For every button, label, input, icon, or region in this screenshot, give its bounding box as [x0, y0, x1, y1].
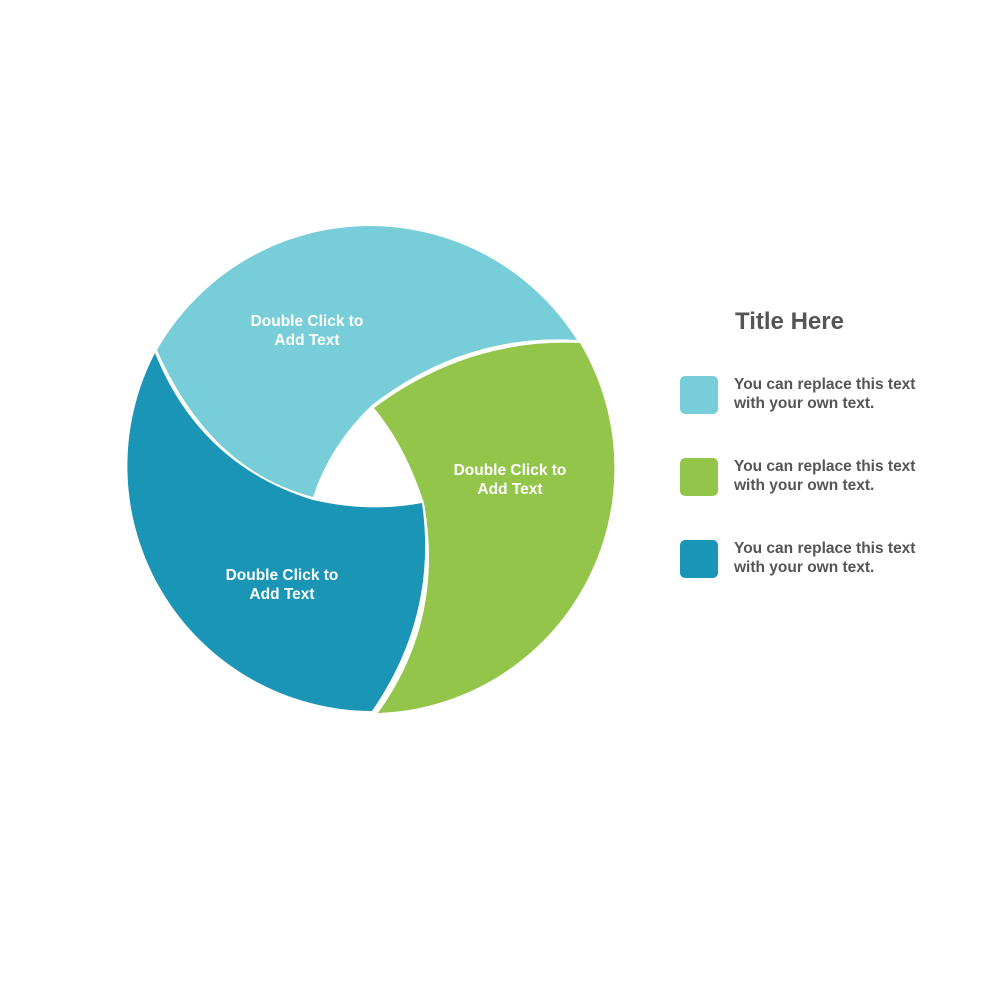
segment-3-line1: Double Click to — [225, 567, 339, 584]
segment-green[interactable] — [374, 342, 615, 713]
segment-1-label[interactable]: Double Click to Add Text — [217, 312, 397, 350]
legend-item: You can replace this text with your own … — [680, 458, 980, 498]
segment-3-label[interactable]: Double Click to Add Text — [192, 566, 372, 604]
segment-dark-blue[interactable] — [127, 353, 426, 711]
segment-1-line1: Double Click to — [250, 313, 364, 330]
legend-swatch-green — [680, 458, 718, 496]
legend-text[interactable]: You can replace this text with your own … — [734, 375, 974, 413]
legend-text-line2: with your own text. — [734, 559, 875, 576]
legend-text-line2: with your own text. — [734, 395, 875, 412]
legend-swatch-dark-blue — [680, 540, 718, 578]
segment-light-blue[interactable] — [157, 226, 577, 498]
legend-text-line1: You can replace this text — [734, 376, 916, 393]
segment-2-line2: Add Text — [477, 481, 543, 498]
legend-text[interactable]: You can replace this text with your own … — [734, 539, 974, 577]
legend-text-line2: with your own text. — [734, 477, 875, 494]
legend-title[interactable]: Title Here — [735, 308, 844, 335]
segment-2-label[interactable]: Double Click to Add Text — [420, 461, 600, 499]
legend-swatch-light-blue — [680, 376, 718, 414]
legend-text-line1: You can replace this text — [734, 458, 916, 475]
segment-3-line2: Add Text — [249, 586, 315, 603]
segment-2-line1: Double Click to — [453, 462, 567, 479]
legend-item: You can replace this text with your own … — [680, 540, 980, 580]
legend-text-line1: You can replace this text — [734, 540, 916, 557]
segment-1-line2: Add Text — [274, 332, 340, 349]
legend-text[interactable]: You can replace this text with your own … — [734, 457, 974, 495]
legend-item: You can replace this text with your own … — [680, 376, 980, 416]
